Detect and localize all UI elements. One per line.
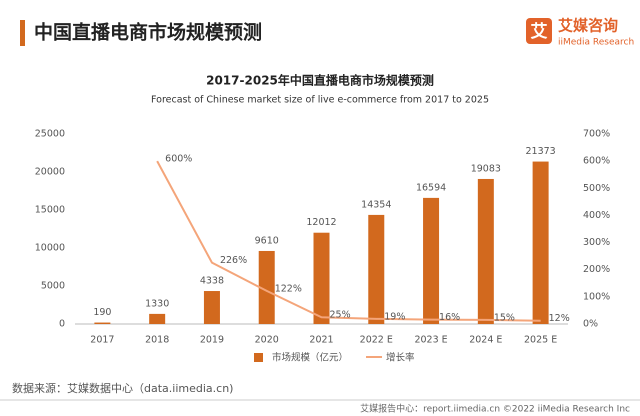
growth-line bbox=[156, 160, 541, 322]
x-tick-label: 2021 bbox=[309, 335, 333, 346]
footer: 艾媒报告中心：report.iimedia.cn ©2022 iiMedia R… bbox=[360, 403, 630, 415]
y2-tick-label: 700% bbox=[583, 129, 610, 140]
bar-label: 9610 bbox=[255, 235, 279, 246]
bar bbox=[423, 197, 440, 324]
bar-label: 21373 bbox=[525, 146, 555, 157]
bar-label: 4338 bbox=[200, 276, 224, 287]
logo-icon: 艾 bbox=[531, 21, 548, 42]
chart-title: 2017-2025年中国直播电商市场规模预测 bbox=[206, 73, 434, 88]
x-tick-label: 2020 bbox=[255, 335, 279, 346]
bar bbox=[313, 232, 330, 324]
bar-label: 1330 bbox=[145, 298, 169, 309]
source: 数据来源：艾媒数据中心（data.iimedia.cn) bbox=[12, 381, 233, 395]
header-title: 中国直播电商市场规模预测 bbox=[34, 21, 262, 44]
legend-label: 增长率 bbox=[386, 352, 415, 364]
y-tick-label: 20000 bbox=[35, 167, 65, 178]
bar bbox=[149, 313, 166, 324]
logo-sub: iiMedia Research bbox=[558, 38, 634, 48]
line-label: 12% bbox=[549, 313, 570, 324]
bar-label: 14354 bbox=[361, 199, 391, 210]
x-tick-label: 2022 E bbox=[360, 335, 393, 346]
bar-label: 190 bbox=[93, 307, 111, 318]
y-tick-label: 10000 bbox=[35, 243, 65, 254]
bar bbox=[203, 291, 220, 324]
x-tick-label: 2025 E bbox=[524, 335, 557, 346]
line-label: 226% bbox=[220, 255, 247, 266]
y-tick-label: 25000 bbox=[35, 129, 65, 140]
bar-label: 12012 bbox=[306, 217, 336, 228]
y-tick-label: 0 bbox=[59, 319, 65, 330]
y2-tick-label: 600% bbox=[583, 156, 610, 167]
logo-text: 艾媒咨询 bbox=[558, 17, 618, 35]
bar bbox=[94, 322, 111, 324]
bar bbox=[368, 214, 385, 324]
bar bbox=[477, 178, 494, 324]
line-label: 600% bbox=[165, 154, 192, 165]
bar bbox=[532, 161, 549, 324]
y2-tick-label: 400% bbox=[583, 210, 610, 221]
y2-tick-label: 500% bbox=[583, 183, 610, 194]
legend-swatch bbox=[254, 353, 263, 362]
y2-tick-label: 300% bbox=[583, 237, 610, 248]
x-tick-label: 2019 bbox=[200, 335, 224, 346]
y2-tick-label: 100% bbox=[583, 291, 610, 302]
chart-subtitle: Forecast of Chinese market size of live … bbox=[151, 95, 489, 106]
line-label: 19% bbox=[384, 311, 405, 322]
line-label: 25% bbox=[330, 310, 351, 321]
bar bbox=[258, 250, 275, 324]
line-label: 15% bbox=[494, 312, 515, 323]
y2-tick-label: 200% bbox=[583, 264, 610, 275]
x-tick-label: 2018 bbox=[145, 335, 169, 346]
x-tick-label: 2024 E bbox=[469, 335, 502, 346]
bar-label: 16594 bbox=[416, 182, 446, 193]
legend-label: 市场规模（亿元） bbox=[272, 352, 348, 364]
logo-icon-bg bbox=[526, 18, 552, 44]
x-tick-label: 2023 E bbox=[414, 335, 447, 346]
y-tick-label: 15000 bbox=[35, 205, 65, 216]
bar-label: 19083 bbox=[471, 163, 501, 174]
x-tick-label: 2017 bbox=[90, 335, 114, 346]
header-accent bbox=[20, 20, 25, 46]
line-label: 122% bbox=[275, 283, 302, 294]
line-label: 16% bbox=[439, 312, 460, 323]
y2-tick-label: 0% bbox=[583, 319, 598, 330]
y-tick-label: 5000 bbox=[41, 281, 65, 292]
